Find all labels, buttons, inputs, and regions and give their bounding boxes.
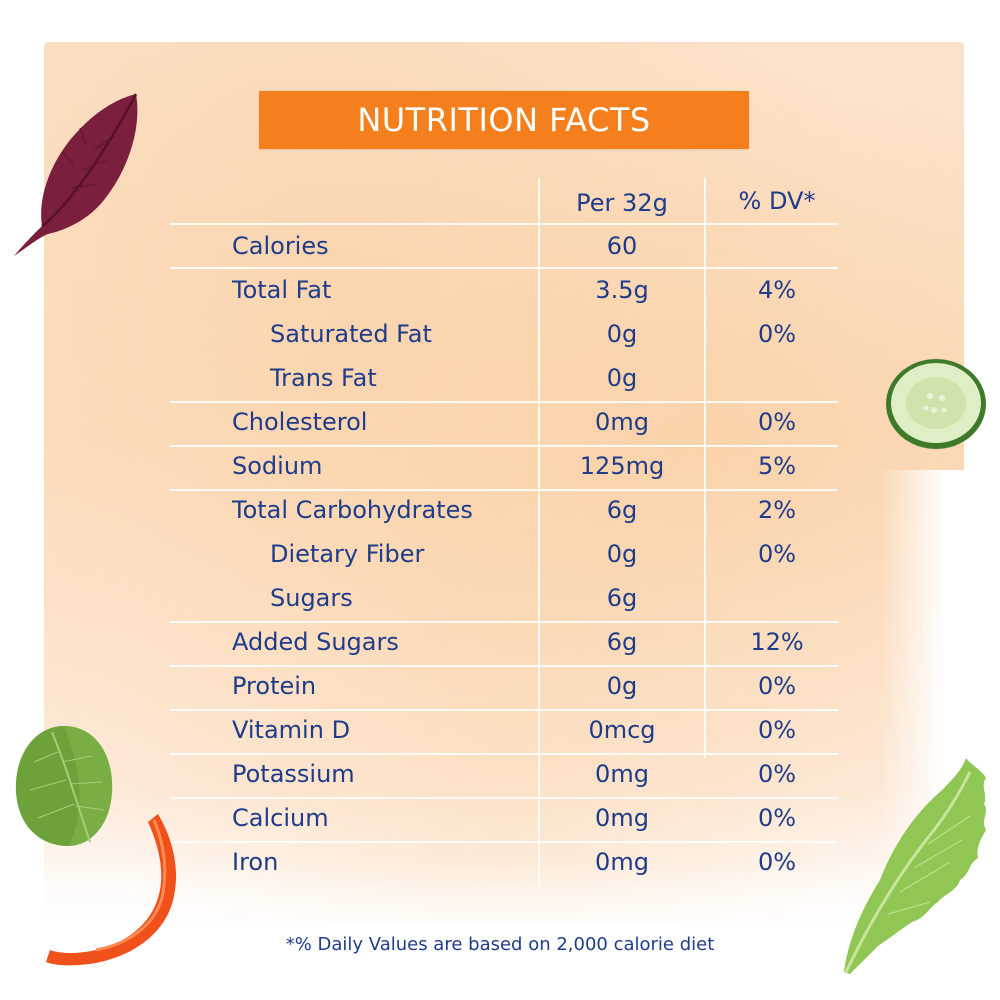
row-dv-total-carbohydrates: 2% — [757, 496, 797, 524]
row-amount-trans-fat: 0g — [606, 364, 638, 392]
beet-leaf-image — [14, 93, 138, 256]
row-divider — [170, 401, 838, 403]
row-label-added-sugars: Added Sugars — [232, 628, 399, 656]
row-label-potassium: Potassium — [232, 760, 355, 788]
column-divider-amount — [538, 178, 540, 888]
row-dv-iron: 0% — [757, 848, 797, 876]
row-amount-total-fat: 3.5g — [595, 276, 649, 304]
row-dv-sugars — [706, 576, 848, 620]
row-label-trans-fat: Trans Fat — [270, 364, 377, 392]
row-dv-added-sugars: 12% — [750, 628, 804, 656]
row-divider — [170, 267, 838, 269]
row-divider — [170, 841, 838, 843]
header-divider — [170, 223, 838, 225]
basil-leaf-image — [15, 726, 113, 846]
row-amount-protein: 0g — [606, 672, 638, 700]
row-label-protein: Protein — [232, 672, 317, 700]
row-amount-calories: 60 — [606, 232, 638, 260]
row-divider — [170, 445, 838, 447]
row-dv-dietary-fiber: 0% — [757, 540, 797, 568]
row-dv-calories — [706, 224, 848, 268]
row-amount-total-carbohydrates: 6g — [606, 496, 638, 524]
row-amount-added-sugars: 6g — [606, 628, 638, 656]
footnote: *% Daily Values are based on 2,000 calor… — [285, 934, 715, 955]
lettuce-leaf-image — [844, 758, 986, 974]
row-label-calcium: Calcium — [232, 804, 329, 832]
red-pepper-strip-image — [46, 814, 177, 966]
row-divider — [170, 621, 838, 623]
row-label-total-carbohydrates: Total Carbohydrates — [232, 496, 473, 524]
row-label-saturated-fat: Saturated Fat — [270, 320, 432, 348]
page-title: NUTRITION FACTS — [357, 101, 651, 139]
title-banner: NUTRITION FACTS — [259, 91, 749, 149]
row-dv-calcium: 0% — [757, 804, 797, 832]
row-dv-protein: 0% — [757, 672, 797, 700]
row-label-sugars: Sugars — [270, 584, 353, 612]
dv-column-header: % DV* — [738, 187, 816, 215]
row-amount-dietary-fiber: 0g — [606, 540, 638, 568]
row-amount-cholesterol: 0mg — [595, 408, 649, 436]
row-dv-saturated-fat: 0% — [757, 320, 797, 348]
row-divider — [170, 753, 838, 755]
row-amount-calcium: 0mg — [595, 804, 649, 832]
row-label-sodium: Sodium — [232, 452, 323, 480]
row-amount-sodium: 125mg — [579, 452, 665, 480]
column-divider-dv — [704, 178, 706, 758]
row-divider — [170, 797, 838, 799]
row-label-total-fat: Total Fat — [232, 276, 332, 304]
row-amount-sugars: 6g — [606, 584, 638, 612]
row-label-dietary-fiber: Dietary Fiber — [270, 540, 425, 568]
row-label-cholesterol: Cholesterol — [232, 408, 368, 436]
row-amount-iron: 0mg — [595, 848, 649, 876]
row-label-iron: Iron — [232, 848, 279, 876]
row-dv-total-fat: 4% — [757, 276, 797, 304]
row-divider — [170, 489, 838, 491]
row-amount-saturated-fat: 0g — [606, 320, 638, 348]
row-dv-cholesterol: 0% — [757, 408, 797, 436]
row-dv-trans-fat — [706, 356, 848, 400]
amount-column-header: Per 32g — [576, 189, 668, 217]
row-divider — [170, 665, 838, 667]
cucumber-slice-image — [886, 359, 986, 449]
row-dv-vitamin-d: 0% — [757, 716, 797, 744]
watercolor-background — [44, 42, 964, 922]
row-divider — [170, 709, 838, 711]
row-label-vitamin-d: Vitamin D — [232, 716, 351, 744]
row-dv-potassium: 0% — [757, 760, 797, 788]
row-dv-sodium: 5% — [757, 452, 797, 480]
row-amount-vitamin-d: 0mcg — [588, 716, 656, 744]
row-amount-potassium: 0mg — [595, 760, 649, 788]
row-label-calories: Calories — [232, 232, 329, 260]
